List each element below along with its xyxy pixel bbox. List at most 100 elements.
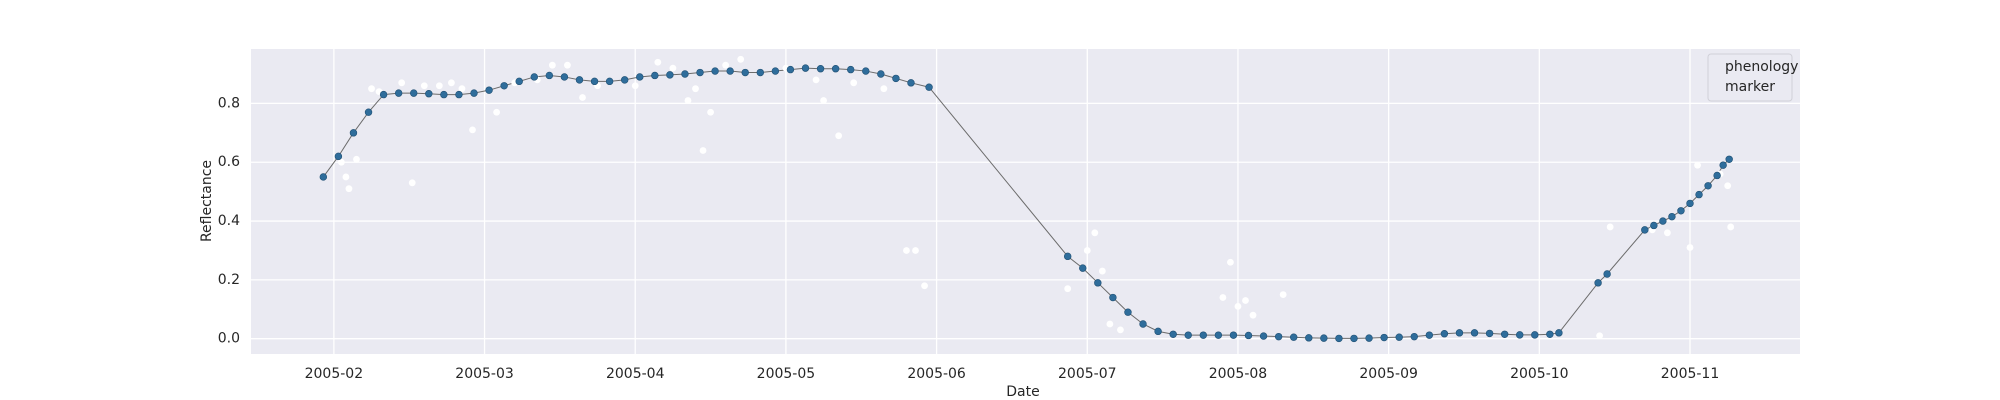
data-point: [835, 132, 843, 140]
data-point: [425, 90, 433, 98]
data-point: [771, 67, 780, 75]
data-point: [1234, 302, 1242, 310]
data-point: [560, 73, 569, 81]
x-tick-label: 2005-04: [606, 366, 665, 382]
data-point: [666, 71, 674, 79]
data-point: [862, 67, 870, 75]
data-point: [654, 58, 662, 66]
data-point: [1305, 334, 1313, 342]
data-point: [912, 247, 919, 254]
data-point: [820, 97, 827, 104]
data-point: [699, 147, 707, 154]
data-point: [1242, 297, 1249, 304]
x-tick-label: 2005-10: [1510, 366, 1569, 382]
data-point: [711, 67, 719, 75]
data-point: [394, 89, 403, 97]
data-point: [1117, 326, 1124, 334]
data-point: [1139, 320, 1147, 328]
data-point: [903, 247, 910, 254]
data-point: [892, 74, 900, 83]
data-point: [786, 65, 795, 74]
data-point: [1594, 279, 1602, 287]
data-point: [1694, 161, 1701, 169]
data-point: [349, 129, 358, 137]
x-tick-label: 2005-09: [1359, 366, 1418, 382]
data-point: [1106, 320, 1114, 328]
data-point: [1641, 226, 1649, 234]
data-point: [1335, 334, 1343, 343]
data-point: [1664, 229, 1671, 237]
data-point: [1555, 329, 1563, 337]
data-point: [420, 82, 428, 90]
legend-label: phenology: [1725, 59, 1798, 75]
x-axis-label: Date: [1006, 384, 1039, 400]
data-point: [1695, 190, 1703, 199]
data-point: [1249, 311, 1257, 319]
data-point: [1154, 327, 1162, 336]
data-point: [590, 77, 599, 86]
data-point: [1410, 332, 1418, 341]
data-point: [1094, 279, 1102, 287]
data-point: [651, 71, 659, 80]
data-point: [410, 89, 418, 97]
data-point: [1380, 333, 1388, 342]
data-point: [1425, 331, 1434, 339]
data-point: [1124, 308, 1132, 316]
data-point: [345, 185, 353, 193]
data-point: [545, 71, 554, 80]
data-point: [907, 79, 915, 87]
y-tick-label: 0.0: [218, 331, 240, 347]
data-point: [1659, 217, 1667, 225]
data-point: [579, 94, 586, 101]
data-point: [1395, 333, 1403, 341]
data-point: [636, 73, 644, 81]
data-point: [342, 173, 350, 181]
x-tick-label: 2005-08: [1209, 366, 1268, 382]
data-point: [850, 79, 858, 87]
data-point: [353, 155, 360, 163]
data-point: [921, 282, 928, 290]
x-tick-label: 2005-05: [757, 366, 816, 382]
data-point: [1079, 264, 1087, 272]
data-point: [398, 79, 406, 87]
data-point: [1229, 331, 1238, 339]
data-point: [1724, 182, 1732, 190]
data-point: [1603, 270, 1611, 278]
data-point: [816, 65, 825, 73]
data-point: [1531, 331, 1539, 339]
data-point: [338, 158, 345, 166]
y-tick-label: 0.2: [218, 272, 240, 288]
data-point: [515, 77, 523, 86]
data-point: [1091, 229, 1099, 237]
data-point: [1063, 252, 1072, 261]
series-line: [322, 67, 1730, 339]
data-point: [530, 73, 538, 81]
data-point: [368, 85, 375, 93]
data-point: [1546, 330, 1554, 338]
data-point: [1606, 223, 1614, 231]
data-point: [1259, 332, 1268, 340]
data-point: [1650, 221, 1658, 230]
data-point: [319, 173, 328, 181]
data-point: [669, 64, 677, 72]
data-point: [1596, 332, 1603, 340]
x-tick-label: 2005-02: [305, 366, 364, 382]
data-point: [440, 90, 448, 99]
data-point: [1704, 182, 1712, 190]
y-tick-label: 0.6: [218, 154, 240, 170]
data-point: [1440, 330, 1449, 338]
data-point: [1214, 331, 1223, 339]
data-point: [1109, 293, 1117, 302]
data-point: [1350, 334, 1358, 343]
data-point: [1686, 199, 1694, 208]
data-point: [1279, 291, 1287, 298]
data-point: [925, 83, 933, 91]
plot-background: [251, 49, 1800, 354]
x-tick-label: 2005-03: [455, 366, 514, 382]
data-point: [684, 97, 692, 104]
data-point: [1169, 330, 1177, 338]
data-point: [1485, 329, 1494, 338]
data-point: [575, 76, 584, 84]
data-point: [812, 76, 820, 84]
data-point: [692, 85, 699, 93]
